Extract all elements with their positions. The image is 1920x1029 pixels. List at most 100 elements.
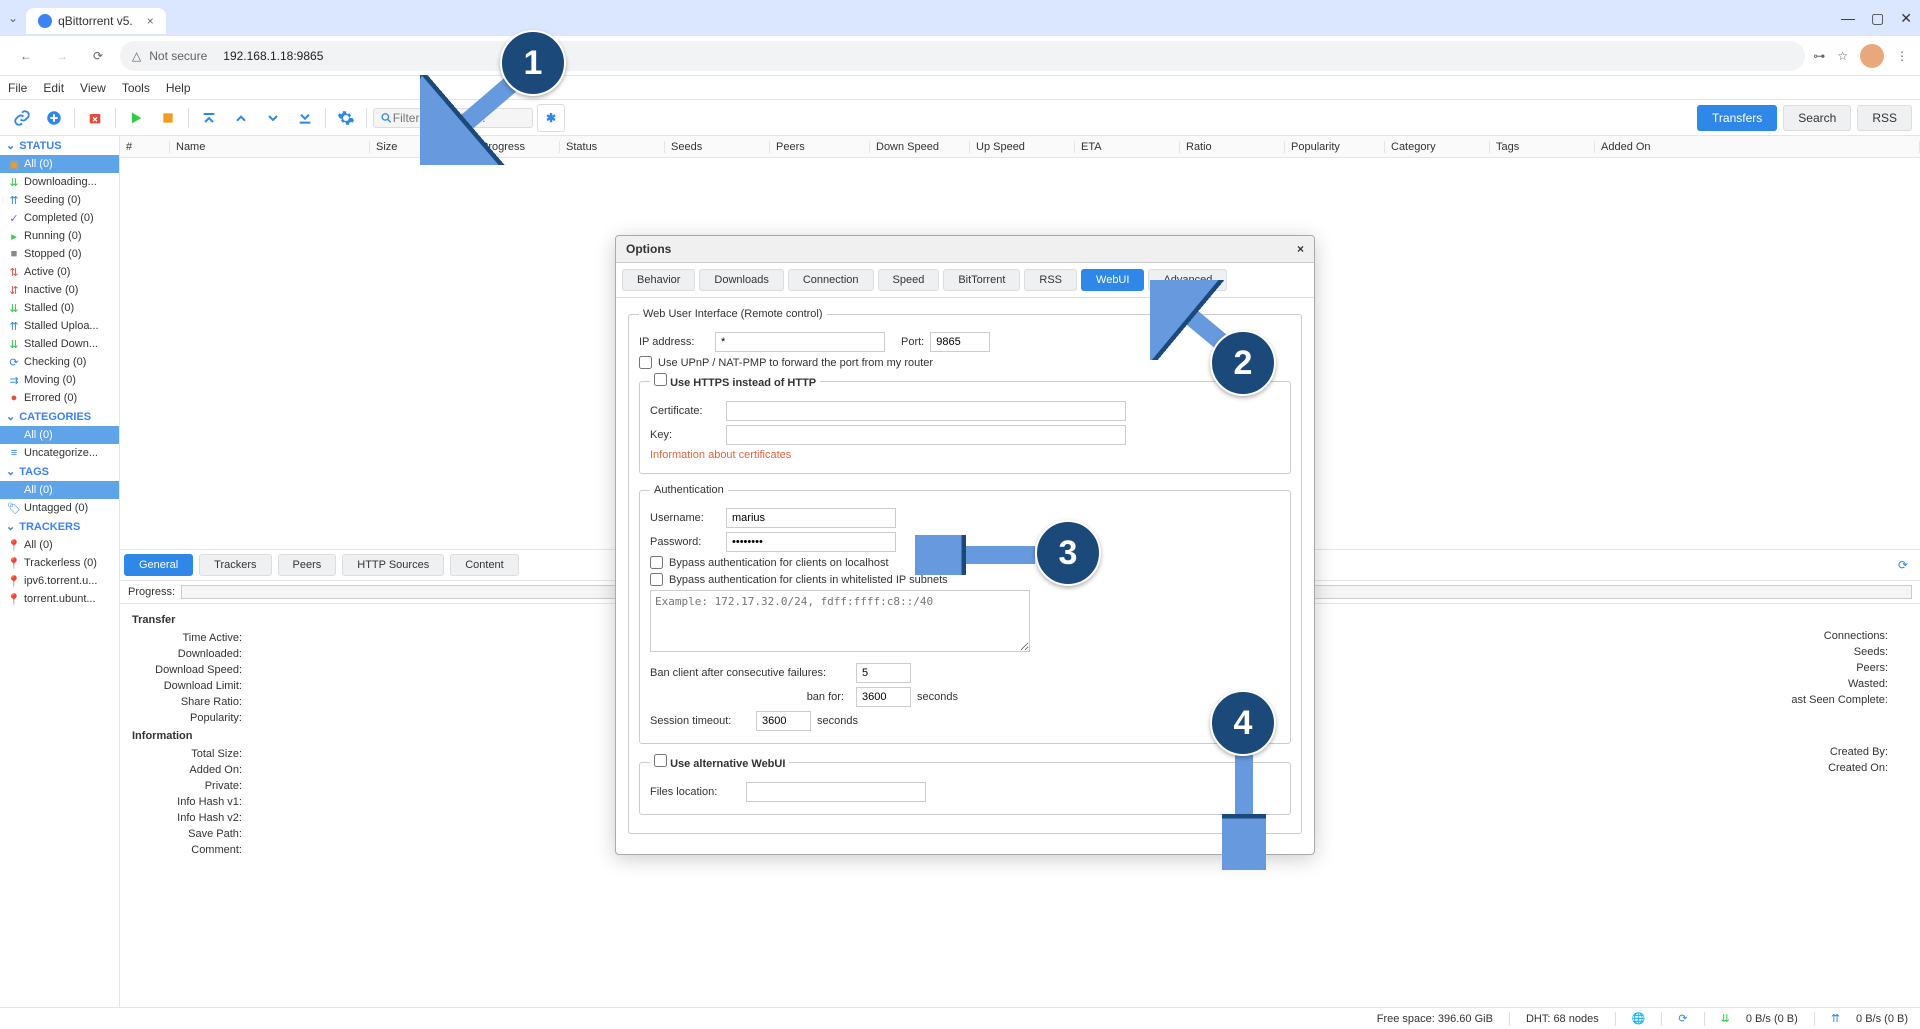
add-torrent-icon[interactable] (40, 104, 68, 132)
sidebar-item-checking[interactable]: ⟳Checking (0) (0, 353, 119, 371)
add-link-icon[interactable] (8, 104, 36, 132)
star-icon[interactable]: ☆ (1837, 49, 1848, 63)
ban-for-input[interactable] (856, 687, 911, 707)
status-header[interactable]: ⌄STATUS (0, 136, 119, 155)
col-ratio[interactable]: Ratio (1180, 141, 1285, 153)
sidebar-tracker-none[interactable]: 📍Trackerless (0) (0, 554, 119, 572)
sidebar-item-stalled-up[interactable]: ⇈Stalled Uploa... (0, 317, 119, 335)
sidebar-tag-all[interactable]: All (0) (0, 481, 119, 499)
sidebar-item-downloading[interactable]: ⇊Downloading... (0, 173, 119, 191)
kebab-icon[interactable]: ⋮ (1896, 49, 1908, 63)
url-input[interactable]: △ Not secure 192.168.1.18:9865 (120, 41, 1805, 71)
username-input[interactable] (726, 508, 896, 528)
menu-edit[interactable]: Edit (43, 81, 64, 95)
globe-icon[interactable]: 🌐 (1632, 1012, 1646, 1025)
cert-input[interactable] (726, 401, 1126, 421)
menu-file[interactable]: File (8, 81, 27, 95)
minimize-icon[interactable]: — (1841, 10, 1855, 27)
sidebar-item-active[interactable]: ⇅Active (0) (0, 263, 119, 281)
close-icon[interactable]: × (147, 14, 154, 28)
start-icon[interactable] (122, 104, 150, 132)
browser-tab[interactable]: qBittorrent v5. × (26, 8, 166, 34)
https-checkbox[interactable] (654, 373, 667, 386)
menu-view[interactable]: View (80, 81, 106, 95)
forward-button[interactable]: → (48, 42, 76, 70)
sidebar-cat-all[interactable]: All (0) (0, 426, 119, 444)
sidebar-item-all[interactable]: ▣All (0) (0, 155, 119, 173)
tags-header[interactable]: ⌄TAGS (0, 462, 119, 481)
move-bottom-icon[interactable] (291, 104, 319, 132)
tab-search[interactable]: Search (1783, 105, 1851, 131)
alt-speed-icon[interactable]: ⟳ (1678, 1012, 1687, 1025)
sidebar-tracker-ubuntu[interactable]: 📍torrent.ubunt... (0, 590, 119, 608)
bypass-local-checkbox[interactable] (650, 556, 663, 569)
trackers-header[interactable]: ⌄TRACKERS (0, 517, 119, 536)
sidebar-item-seeding[interactable]: ⇈Seeding (0) (0, 191, 119, 209)
filter-star-icon[interactable]: ✱ (537, 104, 565, 132)
port-input[interactable] (930, 332, 990, 352)
maximize-icon[interactable]: ▢ (1871, 10, 1884, 27)
bypass-white-checkbox[interactable] (650, 573, 663, 586)
detail-tab-http[interactable]: HTTP Sources (342, 554, 444, 576)
tab-rss[interactable]: RSS (1857, 105, 1912, 131)
ban-count-input[interactable] (856, 663, 911, 683)
sidebar-item-stalled[interactable]: ⇊Stalled (0) (0, 299, 119, 317)
move-top-icon[interactable] (195, 104, 223, 132)
sidebar-item-running[interactable]: ▸Running (0) (0, 227, 119, 245)
files-loc-input[interactable] (746, 782, 926, 802)
detail-tab-trackers[interactable]: Trackers (199, 554, 271, 576)
cert-info-link[interactable]: Information about certificates (650, 449, 791, 461)
tab-transfers[interactable]: Transfers (1697, 105, 1777, 131)
sidebar-item-inactive[interactable]: ⇵Inactive (0) (0, 281, 119, 299)
refresh-icon[interactable]: ⟳ (1890, 554, 1916, 576)
col-num[interactable]: # (120, 141, 170, 153)
sidebar-item-moving[interactable]: ⇉Moving (0) (0, 371, 119, 389)
sidebar-tracker-ipv6[interactable]: 📍ipv6.torrent.u... (0, 572, 119, 590)
subnets-textarea[interactable] (650, 590, 1030, 652)
detail-tab-general[interactable]: General (124, 554, 193, 576)
dlg-tab-bittorrent[interactable]: BitTorrent (943, 269, 1020, 291)
down-speed[interactable]: 0 B/s (0 B) (1746, 1013, 1798, 1025)
sidebar-tracker-all[interactable]: 📍All (0) (0, 536, 119, 554)
delete-icon[interactable] (81, 104, 109, 132)
dlg-tab-behavior[interactable]: Behavior (622, 269, 695, 291)
col-seeds[interactable]: Seeds (665, 141, 770, 153)
alt-webui-checkbox[interactable] (654, 754, 667, 767)
sidebar-item-stalled-down[interactable]: ⇊Stalled Down... (0, 335, 119, 353)
ip-input[interactable] (715, 332, 885, 352)
dlg-tab-speed[interactable]: Speed (878, 269, 940, 291)
col-status[interactable]: Status (560, 141, 665, 153)
col-name[interactable]: Name (170, 141, 370, 153)
key-icon[interactable]: ⊶ (1813, 49, 1825, 63)
pause-icon[interactable] (154, 104, 182, 132)
dlg-tab-downloads[interactable]: Downloads (699, 269, 783, 291)
password-input[interactable] (726, 532, 896, 552)
col-peers[interactable]: Peers (770, 141, 870, 153)
menu-help[interactable]: Help (166, 81, 191, 95)
sidebar-cat-uncat[interactable]: ≡Uncategorize... (0, 444, 119, 462)
dlg-tab-rss[interactable]: RSS (1024, 269, 1077, 291)
col-tags[interactable]: Tags (1490, 141, 1595, 153)
col-category[interactable]: Category (1385, 141, 1490, 153)
back-button[interactable]: ← (12, 42, 40, 70)
reload-button[interactable]: ⟳ (84, 42, 112, 70)
sidebar-tag-untagged[interactable]: 🏷Untagged (0) (0, 499, 119, 517)
detail-tab-content[interactable]: Content (450, 554, 519, 576)
profile-avatar[interactable] (1860, 44, 1884, 68)
menu-tools[interactable]: Tools (122, 81, 150, 95)
sidebar-item-errored[interactable]: ●Errored (0) (0, 389, 119, 407)
sidebar-item-stopped[interactable]: ■Stopped (0) (0, 245, 119, 263)
close-icon[interactable]: × (1297, 242, 1304, 256)
up-speed[interactable]: 0 B/s (0 B) (1856, 1013, 1908, 1025)
dlg-tab-webui[interactable]: WebUI (1081, 269, 1144, 291)
chevron-down-icon[interactable]: ⌄ (8, 11, 18, 25)
dlg-tab-connection[interactable]: Connection (788, 269, 874, 291)
dialog-titlebar[interactable]: Options × (616, 236, 1314, 263)
col-eta[interactable]: ETA (1075, 141, 1180, 153)
move-up-icon[interactable] (227, 104, 255, 132)
categories-header[interactable]: ⌄CATEGORIES (0, 407, 119, 426)
col-added[interactable]: Added On (1595, 141, 1920, 153)
col-up[interactable]: Up Speed (970, 141, 1075, 153)
settings-icon[interactable] (332, 104, 360, 132)
upnp-checkbox[interactable] (639, 356, 652, 369)
